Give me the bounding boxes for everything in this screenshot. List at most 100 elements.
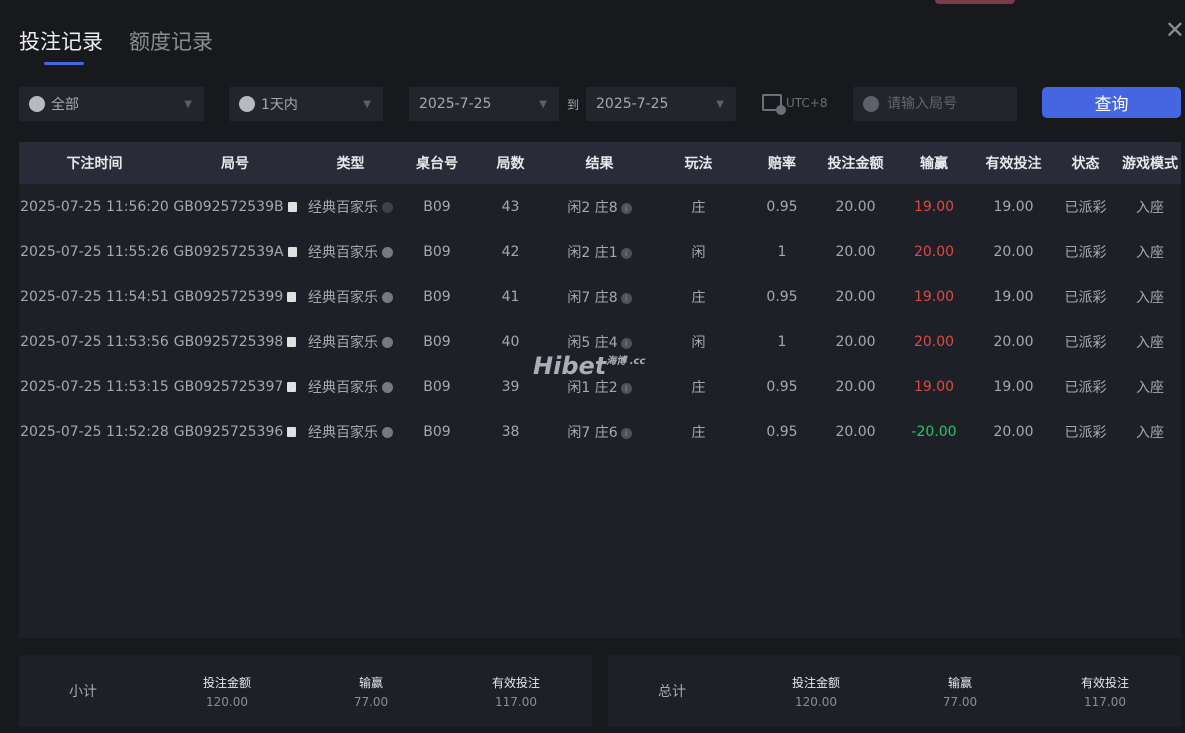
spade-icon <box>29 96 45 112</box>
copy-icon[interactable] <box>287 336 297 347</box>
date-to-select[interactable]: 2025-7-25 ▼ <box>586 87 736 121</box>
copy-icon[interactable] <box>287 291 297 302</box>
cell-table-no: B09 <box>401 364 473 409</box>
odds-value: 1 <box>777 333 787 350</box>
game-mode-value: 入座 <box>1136 199 1164 216</box>
cell-round-no: 42 <box>473 229 548 274</box>
time-range-value: 1天内 <box>261 97 298 113</box>
video-replay-icon[interactable] <box>382 381 393 393</box>
round-icon <box>863 96 879 112</box>
cell-result: 闲5 庄4 i <box>548 319 651 364</box>
round-input[interactable] <box>887 96 1007 112</box>
close-icon[interactable]: ✕ <box>1164 16 1185 44</box>
win-loss-value: 19.00 <box>913 288 955 305</box>
cell-round-id: GB092572539A <box>170 229 300 274</box>
table-no-value: B09 <box>423 243 451 260</box>
cell-bet-type: 庄 <box>651 184 746 229</box>
cell-game-type: 经典百家乐 <box>300 229 401 274</box>
cell-valid-bet: 19.00 <box>975 364 1052 409</box>
tab-credit-records[interactable]: 额度记录 <box>129 30 213 54</box>
total-valid: 有效投注 117.00 <box>1045 674 1165 709</box>
cell-valid-bet: 20.00 <box>975 319 1052 364</box>
cell-bet-amount: 20.00 <box>818 184 893 229</box>
video-replay-icon[interactable] <box>382 201 393 213</box>
logo-fragment <box>935 0 1015 4</box>
copy-icon[interactable] <box>287 246 297 257</box>
cell-bet-type: 庄 <box>651 274 746 319</box>
result-value: 闲1 庄2 <box>567 379 618 396</box>
cell-game-mode: 入座 <box>1119 409 1181 454</box>
win-loss-value: 20.00 <box>913 243 955 260</box>
date-from-select[interactable]: 2025-7-25 ▼ <box>409 87 559 121</box>
total-win-value: 77.00 <box>942 695 978 709</box>
copy-icon[interactable] <box>287 201 297 212</box>
cell-bet-type: 庄 <box>651 364 746 409</box>
bet-amount-value: 20.00 <box>835 288 876 305</box>
cell-bet-time: 2025-07-25 11:53:15 <box>19 364 170 409</box>
cell-status: 已派彩 <box>1052 229 1119 274</box>
status-value: 已派彩 <box>1064 199 1107 216</box>
cell-round-id: GB0925725397 <box>170 364 300 409</box>
cell-bet-amount: 20.00 <box>818 229 893 274</box>
chevron-down-icon: ▼ <box>363 98 371 110</box>
subtotal-label: 小计 <box>69 684 97 700</box>
cell-win-loss: 19.00 <box>893 274 975 319</box>
info-icon[interactable]: i <box>620 247 632 259</box>
odds-value: 0.95 <box>766 288 798 305</box>
round-id-value: GB0925725398 <box>173 333 284 350</box>
timezone[interactable]: UTC+8 <box>762 94 827 115</box>
info-icon[interactable]: i <box>620 202 632 214</box>
subtotal-valid-value: 117.00 <box>495 695 537 709</box>
info-icon[interactable]: i <box>620 292 632 304</box>
status-value: 已派彩 <box>1064 379 1107 396</box>
video-replay-icon[interactable] <box>382 336 393 348</box>
tab-bar: 投注记录 额度记录 <box>19 26 213 65</box>
tab-bet-records[interactable]: 投注记录 <box>19 26 103 65</box>
info-icon[interactable]: i <box>620 382 632 394</box>
cell-bet-amount: 20.00 <box>818 364 893 409</box>
odds-value: 0.95 <box>766 423 798 440</box>
video-replay-icon[interactable] <box>382 246 393 258</box>
round-no-value: 41 <box>501 288 520 305</box>
header-win-loss: 输赢 <box>920 156 948 172</box>
header-round-no: 局数 <box>496 156 525 172</box>
bet-time-value: 2025-07-25 11:54:51 <box>20 288 169 305</box>
info-icon[interactable]: i <box>620 337 632 349</box>
valid-bet-value: 20.00 <box>993 333 1034 350</box>
table-row: 2025-07-25 11:56:20 GB092572539B 经典百家乐 B09 4… <box>19 184 1181 229</box>
calendar-clock-icon <box>762 94 786 115</box>
header-table-no: 桌台号 <box>416 156 458 172</box>
video-replay-icon[interactable] <box>382 426 393 438</box>
header-game-mode: 游戏模式 <box>1122 156 1178 172</box>
copy-icon[interactable] <box>287 381 297 392</box>
cell-bet-time: 2025-07-25 11:54:51 <box>19 274 170 319</box>
round-no-value: 38 <box>501 423 520 440</box>
time-range-select[interactable]: 1天内 ▼ <box>229 87 383 121</box>
round-search[interactable] <box>853 87 1017 121</box>
win-loss-value: 19.00 <box>913 198 955 215</box>
header-bet-time: 下注时间 <box>66 156 123 172</box>
cell-win-loss: 19.00 <box>893 184 975 229</box>
to-label: 到 <box>567 98 580 112</box>
query-button[interactable]: 查询 <box>1042 87 1181 118</box>
cell-result: 闲2 庄1 i <box>548 229 651 274</box>
total-win-label: 输赢 <box>947 676 972 690</box>
table-row: 2025-07-25 11:54:51 GB0925725399 经典百家乐 B09 4… <box>19 274 1181 319</box>
table-row: 2025-07-25 11:53:56 GB0925725398 经典百家乐 B09 4… <box>19 319 1181 364</box>
info-icon[interactable]: i <box>620 427 632 439</box>
cell-odds: 0.95 <box>746 184 818 229</box>
game-type-select[interactable]: 全部 ▼ <box>19 87 204 121</box>
round-id-value: GB0925725396 <box>173 423 284 440</box>
total-bet-value: 120.00 <box>795 695 837 709</box>
bet-type-value: 庄 <box>691 289 706 306</box>
cell-odds: 0.95 <box>746 274 818 319</box>
subtotal-bet-value: 120.00 <box>206 695 248 709</box>
date-from-value: 2025-7-25 <box>419 96 492 112</box>
video-replay-icon[interactable] <box>382 291 393 303</box>
game-mode-value: 入座 <box>1136 244 1164 261</box>
bet-time-value: 2025-07-25 11:53:56 <box>20 333 169 350</box>
copy-icon[interactable] <box>287 426 297 437</box>
round-id-value: GB092572539A <box>173 243 284 260</box>
date-to-value: 2025-7-25 <box>596 96 669 112</box>
cell-status: 已派彩 <box>1052 274 1119 319</box>
